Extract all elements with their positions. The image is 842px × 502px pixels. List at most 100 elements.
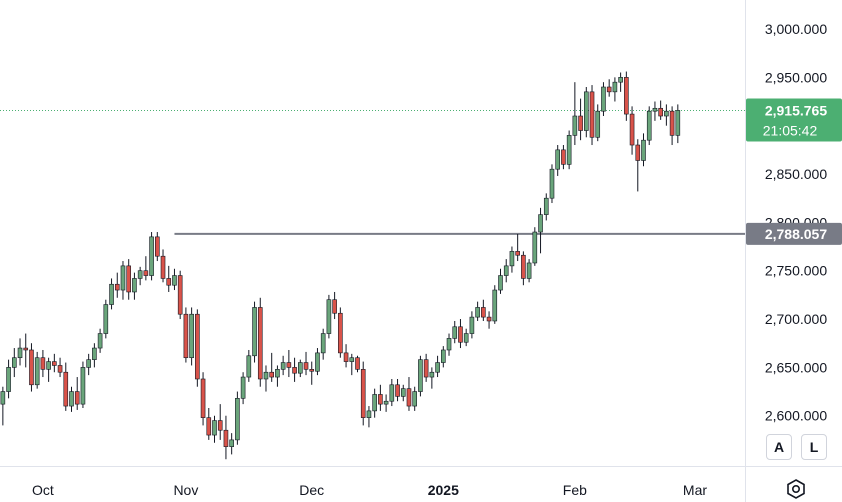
candle-body [641, 139, 646, 161]
candle-body [486, 316, 492, 322]
candle-body [549, 168, 555, 199]
candle-body [183, 313, 189, 359]
x-tick-label: 2025 [428, 482, 459, 498]
candle-body [326, 299, 332, 334]
auto-scale-button[interactable]: A [766, 434, 792, 460]
candle-body [652, 107, 658, 112]
candle-body [395, 384, 400, 397]
y-tick-label: 2,850.000 [765, 166, 827, 182]
candle-body [137, 270, 143, 279]
candle-body [475, 307, 480, 318]
candle-body [532, 231, 538, 264]
candle-body [566, 135, 572, 165]
candle-body [349, 357, 355, 362]
candle-body [240, 376, 246, 399]
candle-body [538, 214, 543, 233]
x-tick-label: Feb [563, 482, 587, 498]
candle-body [338, 312, 343, 354]
x-tick-label: Dec [299, 482, 324, 498]
countdown-label: 21:05:42 [763, 122, 818, 138]
candle-body [57, 365, 63, 373]
candle-body [23, 347, 29, 351]
candle-body [589, 91, 595, 138]
candle-body [332, 299, 337, 314]
candle-body [155, 236, 160, 257]
candle-body [418, 359, 423, 392]
candle-body [149, 236, 154, 276]
candle-body [555, 149, 561, 170]
candle-body [669, 110, 675, 136]
candle-body [223, 429, 229, 447]
candle-body [6, 367, 11, 392]
candle-body [400, 388, 406, 397]
settings-icon[interactable] [782, 476, 810, 502]
candle-body [257, 307, 263, 380]
x-tick-label: Nov [173, 482, 198, 498]
candle-body [114, 283, 120, 291]
candle-body [103, 304, 109, 334]
candle-body [63, 371, 69, 407]
candle-body [195, 313, 200, 380]
candle-body [252, 307, 257, 357]
candle-body [297, 362, 303, 374]
candle-body [646, 110, 652, 141]
current-price-label-bg [746, 98, 842, 142]
candle-body [515, 251, 520, 256]
candle-body [463, 333, 469, 343]
candle-body [360, 369, 366, 418]
candle-body [383, 400, 389, 405]
candle-body [52, 361, 57, 366]
candle-body [561, 149, 566, 165]
candle-body [286, 362, 292, 368]
candle-body [458, 326, 463, 343]
candle-body [177, 275, 183, 315]
candle-body [46, 361, 51, 370]
candle-body [452, 326, 458, 339]
candle-body [595, 110, 601, 138]
candle-body [143, 270, 149, 276]
candle-body [481, 307, 486, 318]
candle-body [189, 313, 194, 359]
candle-body [526, 262, 532, 279]
candle-body [126, 265, 131, 293]
candle-body [40, 357, 46, 370]
candle-body [412, 391, 418, 407]
candle-body [12, 357, 17, 368]
candle-body [280, 362, 286, 370]
candle-body [92, 347, 97, 360]
candle-body [435, 362, 440, 373]
candle-body [429, 371, 435, 378]
candle-body [498, 275, 503, 291]
candle-body [120, 265, 126, 291]
candle-body [343, 352, 349, 362]
candle-body [309, 369, 315, 372]
y-tick-label: 2,650.000 [765, 359, 827, 375]
candle-body [212, 420, 217, 436]
candle-body [440, 349, 446, 363]
y-tick-label: 2,700.000 [765, 311, 827, 327]
candle-body [217, 420, 223, 431]
level-price-label: 2,788.057 [765, 226, 827, 242]
candle-body [80, 367, 86, 405]
candle-body [578, 115, 583, 131]
candle-body [658, 107, 663, 117]
log-scale-button[interactable]: L [801, 434, 827, 460]
candle-body [366, 410, 372, 418]
candle-body [503, 265, 509, 276]
candle-body [292, 367, 297, 374]
x-tick-label: Oct [32, 482, 54, 498]
level-price-label-bg [746, 222, 842, 245]
candle-body [235, 398, 240, 441]
candle-body [583, 91, 589, 131]
candle-body [269, 371, 275, 378]
candle-body [263, 371, 269, 380]
candle-body [543, 197, 549, 215]
candle-body [521, 254, 526, 279]
y-tick-label: 2,600.000 [765, 408, 827, 424]
candle-body [74, 391, 80, 405]
candle-body [166, 278, 172, 286]
candle-body [172, 275, 177, 286]
candle-body [389, 384, 395, 402]
